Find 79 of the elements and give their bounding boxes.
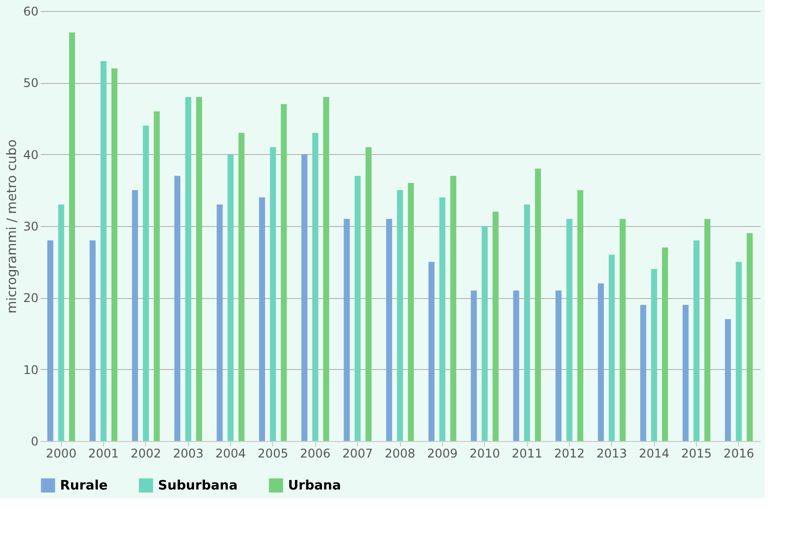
x-tick-label: 2008 — [384, 446, 416, 460]
bar — [428, 262, 434, 441]
x-tick-label: 2013 — [596, 446, 628, 460]
y-tick-label: 60 — [23, 4, 38, 18]
bar — [704, 218, 710, 441]
bar — [174, 176, 180, 441]
bar — [524, 204, 530, 441]
x-tick-label: 2010 — [469, 446, 500, 460]
bar — [608, 254, 615, 441]
legend-label: Suburbana — [158, 478, 238, 494]
x-tick-label: 2003 — [172, 446, 204, 460]
bar — [534, 168, 541, 441]
bar — [47, 240, 54, 441]
bar — [492, 212, 499, 441]
x-tick-label: 2000 — [46, 446, 76, 460]
bar — [682, 304, 689, 441]
bar — [366, 147, 372, 441]
x-tick-label: 2001 — [88, 446, 119, 460]
x-tick-label: 2002 — [130, 446, 162, 460]
bar — [386, 218, 392, 441]
bar — [513, 290, 520, 441]
x-tick-label: 2004 — [215, 446, 246, 460]
x-tick-label: 2011 — [512, 446, 542, 460]
bar — [344, 218, 350, 441]
bar — [577, 190, 584, 441]
bar — [259, 197, 266, 441]
bar — [216, 204, 223, 441]
x-tick-label: 2006 — [300, 446, 331, 460]
bar — [651, 269, 658, 441]
bar — [111, 68, 118, 441]
bar — [280, 104, 287, 441]
bar — [566, 218, 572, 441]
bar — [154, 111, 160, 441]
bar — [58, 204, 64, 441]
bar — [556, 290, 562, 441]
bar — [90, 240, 96, 441]
bar — [746, 233, 753, 441]
x-tick-label: 2014 — [638, 446, 670, 460]
y-tick-label: 30 — [23, 220, 38, 234]
bar — [354, 176, 361, 441]
x-tick-label: 2012 — [554, 446, 585, 460]
x-tick-label: 2009 — [427, 446, 458, 460]
bar — [132, 190, 138, 441]
bar — [238, 132, 244, 441]
y-tick-label: 40 — [23, 148, 38, 162]
x-tick-label: 2015 — [681, 446, 712, 460]
bar — [482, 226, 488, 441]
bar — [620, 218, 626, 441]
y-tick-label: 0 — [30, 434, 38, 448]
bar — [662, 248, 668, 441]
bar — [598, 283, 604, 441]
bar — [312, 132, 318, 441]
x-tick-label: 2005 — [258, 446, 288, 460]
bar — [301, 154, 308, 441]
bar — [439, 197, 446, 441]
bar — [736, 262, 742, 441]
x-tick-label: 2007 — [342, 446, 373, 460]
bar — [69, 32, 76, 441]
bar — [228, 154, 234, 441]
y-axis-title: microgrammi / metro cubo — [5, 139, 20, 314]
legend-label: Urbana — [288, 478, 342, 494]
bar — [693, 240, 700, 441]
bar — [100, 61, 107, 441]
bar — [142, 126, 149, 441]
y-tick-label: 20 — [23, 291, 38, 306]
x-tick-label: 2016 — [724, 446, 754, 460]
bar — [724, 319, 731, 441]
legend-label: Rurale — [60, 478, 108, 494]
bar — [323, 97, 330, 441]
bar — [185, 97, 192, 441]
y-tick-label: 50 — [23, 76, 38, 90]
bar — [408, 183, 414, 441]
y-tick-label: 10 — [23, 362, 38, 377]
bar — [397, 190, 403, 441]
bar — [270, 147, 276, 441]
bar — [196, 97, 202, 441]
bar — [470, 290, 477, 441]
bar — [640, 304, 646, 441]
bar — [450, 176, 456, 441]
